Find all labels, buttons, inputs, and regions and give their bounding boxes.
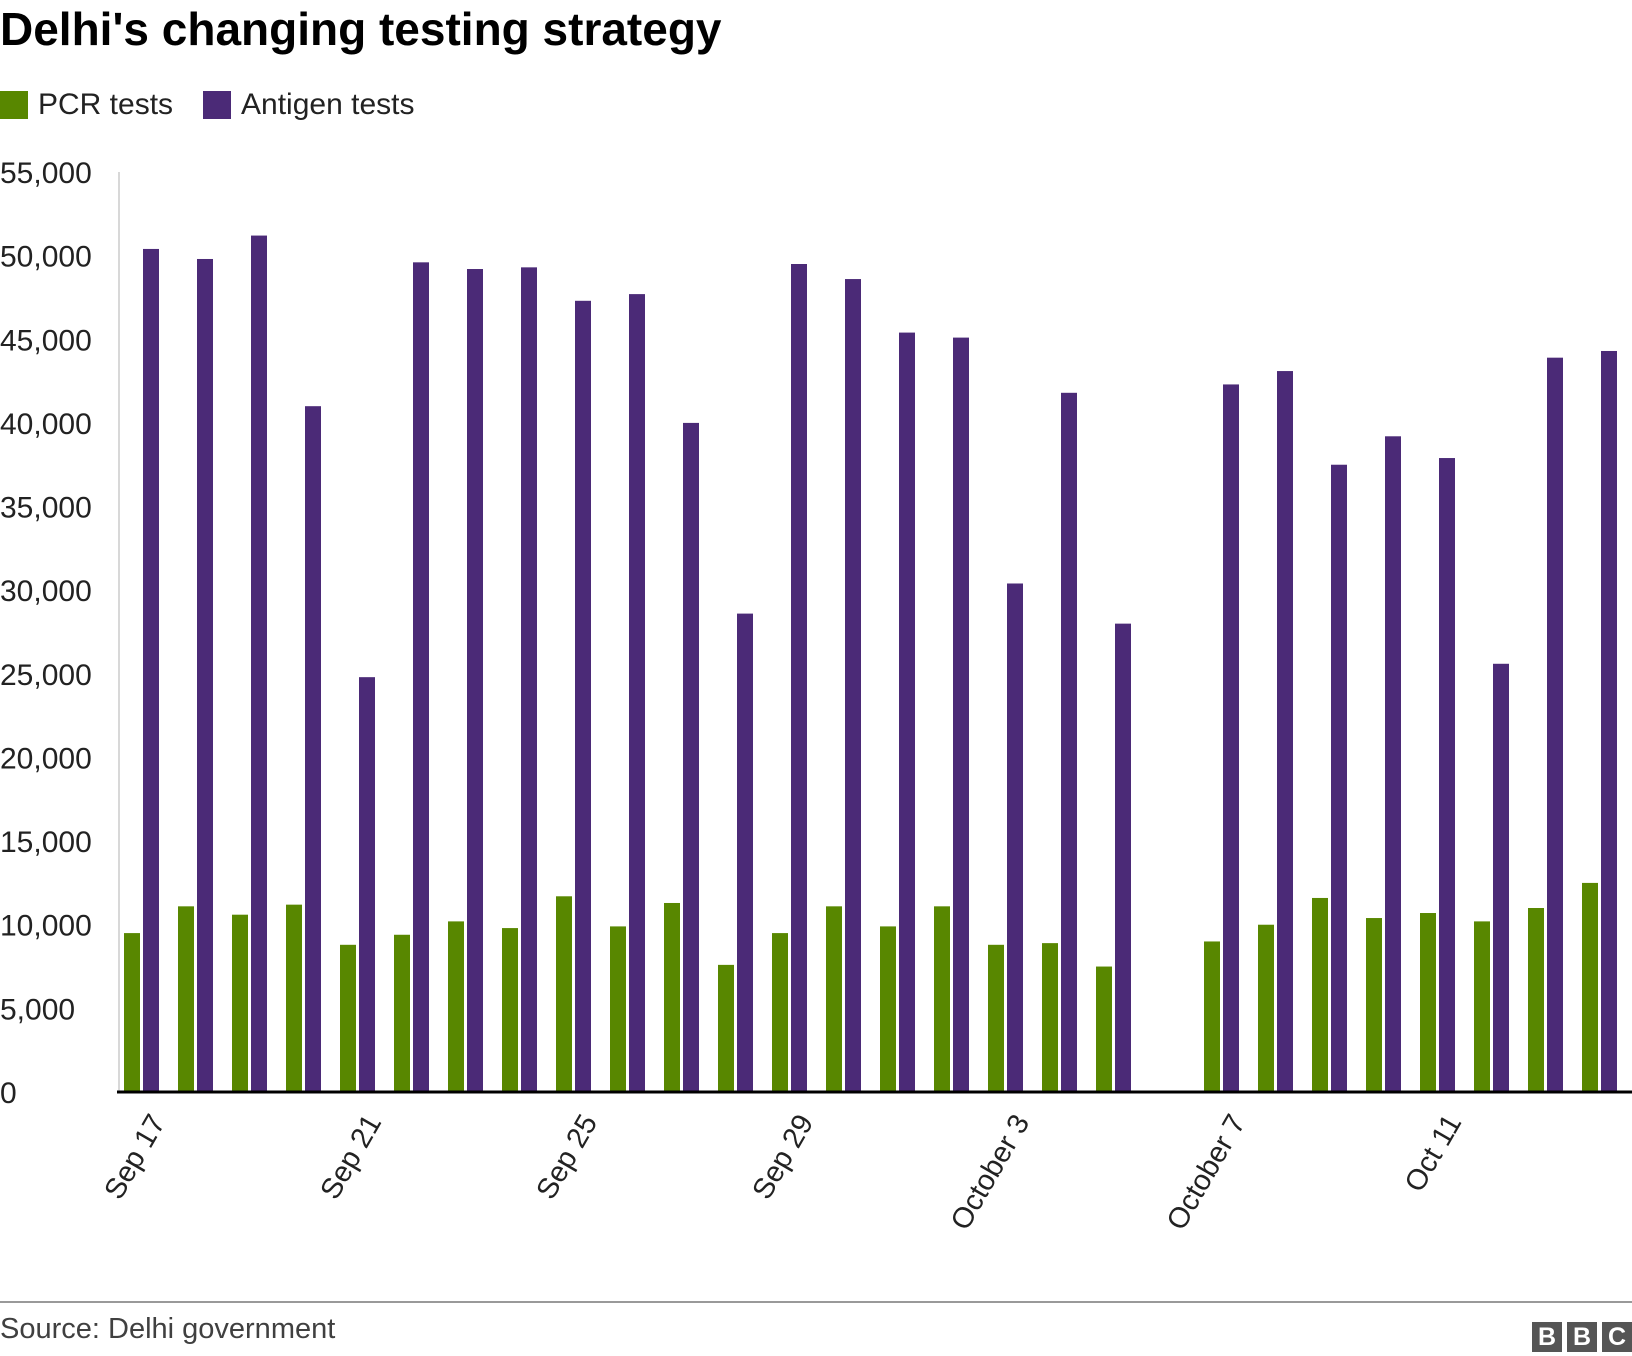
bar-pcr-tests [502, 928, 518, 1092]
bar-pcr-tests [1420, 913, 1436, 1092]
bar-pcr-tests [448, 921, 464, 1092]
bar-pcr-tests [178, 906, 194, 1092]
bar-antigen-tests [1277, 371, 1293, 1092]
bar-antigen-tests [1007, 583, 1023, 1092]
legend-swatch-antigen [203, 91, 232, 119]
bar-antigen-tests [683, 422, 699, 1093]
legend: PCR tests Antigen tests [0, 88, 444, 122]
bar-pcr-tests [610, 926, 626, 1092]
bar-pcr-tests [340, 944, 356, 1092]
x-tick-label: Sep 29 [747, 1109, 821, 1205]
bar-pcr-tests [1258, 924, 1274, 1092]
y-tick-label: 50,000 [0, 241, 92, 274]
bar-antigen-tests [899, 332, 915, 1093]
bar-pcr-tests [1042, 943, 1058, 1092]
bar-pcr-tests [1582, 882, 1598, 1092]
bar-antigen-tests [575, 300, 591, 1092]
y-tick-label: 40,000 [0, 408, 92, 441]
y-tick-label: 20,000 [0, 742, 92, 775]
bar-antigen-tests [845, 279, 861, 1092]
x-tick-label: Sep 17 [99, 1109, 173, 1205]
bar-antigen-tests [1385, 436, 1401, 1093]
bar-antigen-tests [1061, 392, 1077, 1092]
y-tick-label: 25,000 [0, 659, 92, 692]
y-tick-label: 30,000 [0, 575, 92, 608]
x-tick-label: Sep 21 [315, 1109, 389, 1205]
bar-antigen-tests [467, 269, 483, 1092]
legend-label-pcr: PCR tests [38, 88, 174, 121]
bar-antigen-tests [953, 337, 969, 1093]
bar-pcr-tests [1312, 897, 1328, 1092]
bar-antigen-tests [1115, 623, 1131, 1092]
bar-pcr-tests [1528, 908, 1544, 1092]
bar-antigen-tests [305, 406, 321, 1092]
bar-antigen-tests [197, 258, 213, 1092]
bar-pcr-tests [826, 906, 842, 1092]
y-tick-label: 5,000 [0, 993, 75, 1026]
bar-pcr-tests [286, 904, 302, 1092]
bar-pcr-tests [718, 964, 734, 1092]
y-tick-label: 55,000 [0, 157, 92, 190]
bar-antigen-tests [1601, 350, 1617, 1092]
bar-antigen-tests [1223, 384, 1239, 1092]
bar-chart: 0 5,000 10,000 15,000 20,000 25,000 30,000 35,0… [0, 157, 1632, 1236]
bar-antigen-tests [1547, 357, 1563, 1092]
bar-antigen-tests [1439, 458, 1455, 1092]
y-tick-label: 0 [0, 1077, 17, 1110]
bar-pcr-tests [1204, 941, 1220, 1092]
bar-antigen-tests [143, 248, 159, 1093]
bar-pcr-tests [664, 902, 680, 1092]
bar-pcr-tests [556, 896, 572, 1092]
legend-item-antigen: Antigen tests [203, 88, 414, 122]
chart-title: Delhi's changing testing strategy [0, 3, 722, 55]
y-tick-label: 45,000 [0, 324, 92, 357]
bar-antigen-tests [1493, 663, 1509, 1092]
x-axis-ticks: Sep 17 Sep 21 Sep 25 Sep 29 October 3 October… [99, 1109, 1469, 1235]
bar-pcr-tests [1474, 921, 1490, 1092]
bbc-logo-letter: C [1602, 1322, 1632, 1352]
footer-divider [0, 1301, 1632, 1303]
bar-antigen-tests [521, 267, 537, 1092]
bar-pcr-tests [1366, 918, 1382, 1092]
legend-swatch-pcr [0, 91, 28, 119]
bar-antigen-tests [413, 262, 429, 1092]
bar-pcr-tests [1096, 966, 1112, 1092]
bar-antigen-tests [791, 264, 807, 1092]
bars [124, 235, 1617, 1093]
x-tick-label: October 7 [1161, 1109, 1252, 1235]
bar-pcr-tests [394, 934, 410, 1092]
bar-antigen-tests [251, 235, 267, 1093]
y-axis-ticks: 0 5,000 10,000 15,000 20,000 25,000 30,000 35,0… [0, 157, 92, 1110]
legend-item-pcr: PCR tests [0, 88, 173, 122]
bar-pcr-tests [772, 933, 788, 1092]
legend-label-antigen: Antigen tests [241, 88, 415, 121]
bar-pcr-tests [124, 933, 140, 1092]
source-note: Source: Delhi government [0, 1313, 336, 1345]
bar-pcr-tests [988, 944, 1004, 1092]
y-tick-label: 35,000 [0, 492, 92, 525]
y-tick-label: 10,000 [0, 910, 92, 943]
bbc-logo: B B C [1527, 1322, 1632, 1352]
bar-pcr-tests [934, 906, 950, 1092]
x-tick-label: Sep 25 [531, 1109, 605, 1205]
bar-antigen-tests [359, 677, 375, 1092]
bar-antigen-tests [1331, 464, 1347, 1092]
bar-pcr-tests [232, 914, 248, 1092]
bar-pcr-tests [880, 926, 896, 1092]
y-tick-label: 15,000 [0, 826, 92, 859]
bar-antigen-tests [629, 294, 645, 1092]
x-tick-label: October 3 [945, 1109, 1036, 1235]
bbc-logo-letter: B [1567, 1322, 1597, 1352]
bar-antigen-tests [737, 613, 753, 1092]
bbc-logo-letter: B [1532, 1322, 1562, 1352]
x-tick-label: Oct 11 [1399, 1109, 1468, 1197]
